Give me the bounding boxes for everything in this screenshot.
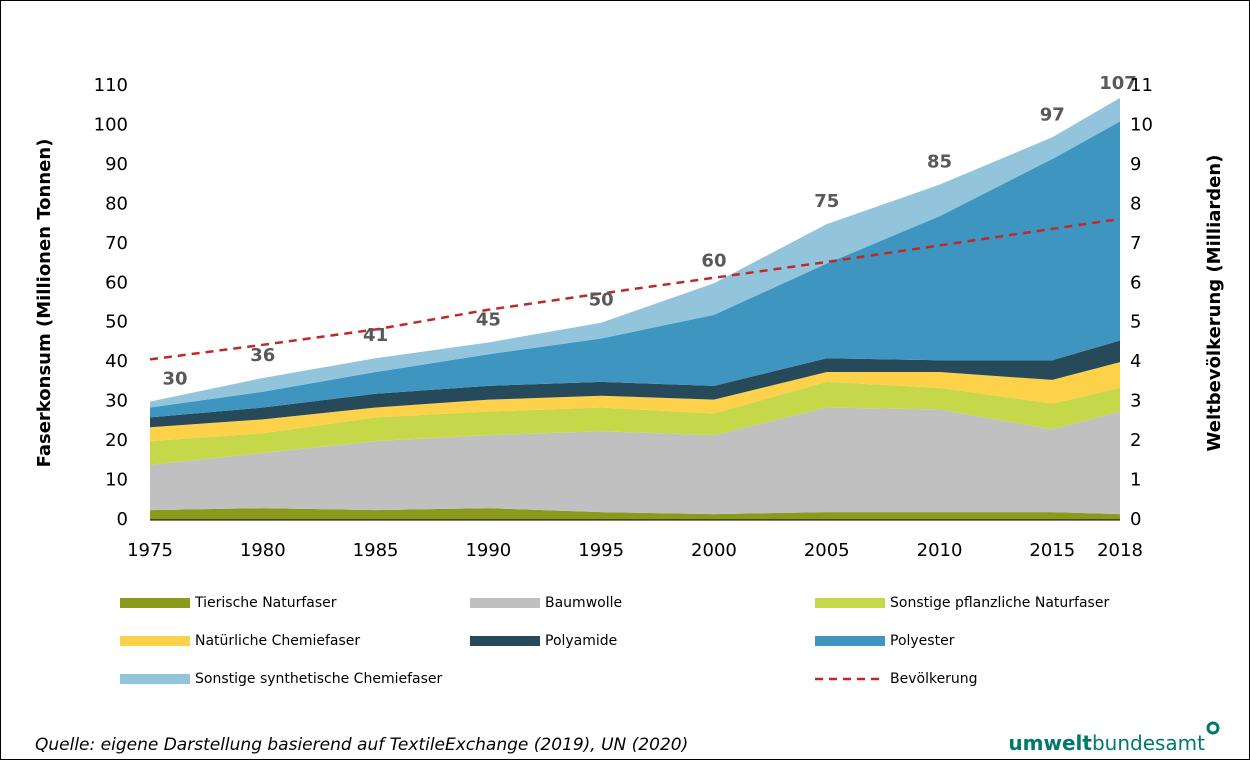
legend-swatch — [470, 636, 540, 646]
x-tick-label: 1980 — [240, 540, 286, 561]
y2-tick-label: 5 — [1130, 312, 1141, 333]
total-label: 75 — [814, 191, 839, 212]
legend-label: Sonstige synthetische Chemiefaser — [195, 671, 443, 687]
legend-swatch — [120, 636, 190, 646]
x-tick-label: 2015 — [1029, 540, 1075, 561]
legend-label: Bevölkerung — [890, 671, 978, 687]
x-tick-label: 2000 — [691, 540, 737, 561]
y2-tick-label: 1 — [1130, 470, 1141, 491]
legend-label: Tierische Naturfaser — [194, 595, 337, 611]
y-axis-title: Faserkonsum (Millionen Tonnen) — [34, 139, 55, 468]
total-label: 107 — [1099, 73, 1137, 94]
y2-tick-label: 10 — [1130, 114, 1153, 135]
legend-swatch — [470, 598, 540, 608]
legend-swatch — [815, 598, 885, 608]
y2-tick-label: 9 — [1130, 154, 1141, 175]
y2-tick-label: 8 — [1130, 193, 1141, 214]
y-tick-label: 70 — [105, 233, 128, 254]
area — [150, 121, 1120, 418]
x-tick-label: 2018 — [1097, 540, 1143, 561]
x-tick-label: 1985 — [353, 540, 399, 561]
logo-rest: bundesamt — [1092, 731, 1205, 755]
legend-label: Baumwolle — [545, 595, 622, 611]
legend-label: Sonstige pflanzliche Naturfaser — [890, 595, 1109, 611]
total-label: 45 — [476, 309, 501, 330]
total-label: 85 — [927, 152, 952, 173]
x-tick-label: 1990 — [465, 540, 511, 561]
total-label: 30 — [162, 369, 187, 390]
legend-label: Natürliche Chemiefaser — [195, 633, 360, 649]
y2-tick-label: 4 — [1130, 351, 1141, 372]
legend-swatch — [120, 674, 190, 684]
y-tick-label: 90 — [105, 154, 128, 175]
y2-tick-label: 0 — [1130, 509, 1141, 530]
total-label: 60 — [701, 250, 726, 271]
y-tick-label: 110 — [94, 75, 128, 96]
y2-tick-label: 3 — [1130, 391, 1141, 412]
y2-tick-label: 6 — [1130, 272, 1141, 293]
total-label: 36 — [250, 345, 275, 366]
total-label: 41 — [363, 325, 388, 346]
area — [150, 508, 1120, 520]
x-tick-label: 2005 — [804, 540, 850, 561]
line — [149, 217, 1121, 361]
y2-tick-label: 2 — [1130, 430, 1141, 451]
y-tick-label: 100 — [94, 114, 128, 135]
total-label: 97 — [1040, 104, 1065, 125]
y-tick-label: 0 — [117, 509, 128, 530]
x-tick-label: 1975 — [127, 540, 173, 561]
area — [150, 340, 1120, 428]
y-tick-label: 20 — [105, 430, 128, 451]
legend-swatch — [815, 636, 885, 646]
y2-axis-title: Weltbevölkerung (Milliarden) — [1204, 155, 1225, 452]
legend-label: Polyester — [890, 633, 955, 649]
legend-swatch — [120, 598, 190, 608]
y-tick-label: 30 — [105, 391, 128, 412]
total-label: 50 — [589, 290, 614, 311]
area — [150, 362, 1120, 442]
area — [150, 381, 1120, 465]
source: Quelle: eigene Darstellung basierend auf… — [35, 735, 688, 755]
logo-bold: umwelt — [1008, 731, 1092, 755]
x-tick-label: 1995 — [578, 540, 624, 561]
logo-icon — [1206, 721, 1220, 735]
y-tick-label: 50 — [105, 312, 128, 333]
x-tick-label: 2010 — [917, 540, 963, 561]
y2-tick-label: 7 — [1130, 233, 1141, 254]
legend-label: Polyamide — [545, 633, 617, 649]
logo: umweltbundesamt — [1008, 731, 1205, 755]
y-tick-label: 60 — [105, 272, 128, 293]
y-tick-label: 10 — [105, 470, 128, 491]
area — [150, 407, 1120, 515]
y-tick-label: 80 — [105, 193, 128, 214]
y-tick-label: 40 — [105, 351, 128, 372]
y2-tick-label: 11 — [1130, 75, 1153, 96]
